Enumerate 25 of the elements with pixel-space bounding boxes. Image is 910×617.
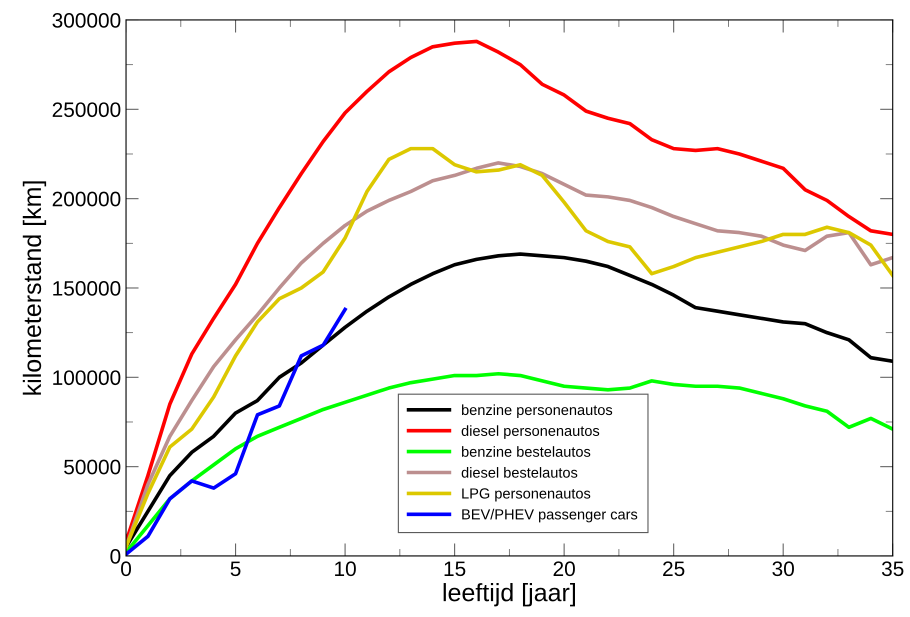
x-tick-label: 30 [772,561,794,576]
y-tick-label: 250000 [52,102,120,118]
y-tick-label: 300000 [52,12,120,28]
legend-label: LPG personenautos [462,488,590,502]
x-tick-label: 0 [121,561,132,576]
y-tick-label: 200000 [52,192,120,206]
y-axis-title: kilometerstand [km] [22,181,46,395]
legend-label: benzine bestelautos [462,446,590,457]
legend-label: diesel personenautos [462,425,600,439]
legend-label: diesel bestelautos [462,467,578,478]
x-tick-label: 35 [882,561,904,576]
x-tick-label: 25 [663,561,684,576]
legend-label: benzine personenautos [462,404,612,418]
y-tick-label: 0 [110,548,120,564]
line-series [126,372,893,554]
legend-label: BEV/PHEV passenger cars [462,508,638,522]
y-tick-label: 150000 [53,280,120,296]
x-tick-label: 15 [444,562,466,576]
x-tick-label: 5 [230,562,240,576]
y-tick-label: 50000 [64,460,120,474]
x-tick-label: 10 [335,561,356,576]
x-tick-label: 20 [554,561,575,576]
x-axis-title: leeftijd [jaar] [444,583,575,606]
y-tick-label: 100000 [53,370,120,386]
line-series [126,308,347,556]
